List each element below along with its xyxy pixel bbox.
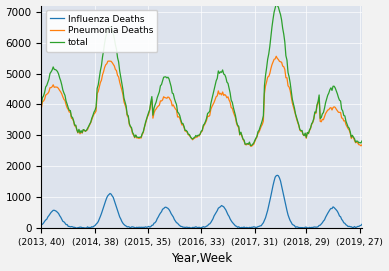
Pneumonia Deaths: [39, 106, 44, 109]
Pneumonia Deaths: [40, 100, 45, 103]
X-axis label: Year,Week: Year,Week: [171, 253, 232, 265]
total: [332, 85, 336, 88]
Pneumonia Deaths: [249, 145, 254, 148]
total: [40, 96, 45, 99]
total: [235, 124, 240, 127]
Influenza Deaths: [237, 225, 241, 228]
total: [248, 144, 253, 147]
Influenza Deaths: [39, 223, 44, 226]
total: [230, 101, 235, 104]
Pneumonia Deaths: [274, 55, 279, 58]
Line: Influenza Deaths: Influenza Deaths: [41, 175, 362, 228]
Pneumonia Deaths: [360, 143, 364, 146]
Line: total: total: [41, 4, 362, 146]
Pneumonia Deaths: [229, 106, 233, 109]
Influenza Deaths: [312, 225, 316, 229]
Pneumonia Deaths: [235, 125, 240, 128]
Influenza Deaths: [360, 223, 364, 226]
total: [229, 99, 233, 102]
total: [360, 139, 364, 143]
Influenza Deaths: [231, 222, 236, 225]
Line: Pneumonia Deaths: Pneumonia Deaths: [41, 56, 362, 146]
Pneumonia Deaths: [332, 105, 336, 108]
Influenza Deaths: [332, 206, 336, 209]
Influenza Deaths: [40, 223, 45, 226]
Influenza Deaths: [230, 221, 235, 224]
Pneumonia Deaths: [230, 107, 235, 110]
total: [312, 117, 316, 120]
Influenza Deaths: [275, 174, 280, 177]
Legend: Influenza Deaths, Pneumonia Deaths, total: Influenza Deaths, Pneumonia Deaths, tota…: [46, 10, 158, 51]
Pneumonia Deaths: [312, 118, 316, 121]
total: [39, 103, 44, 106]
Influenza Deaths: [74, 227, 79, 230]
total: [274, 2, 279, 5]
